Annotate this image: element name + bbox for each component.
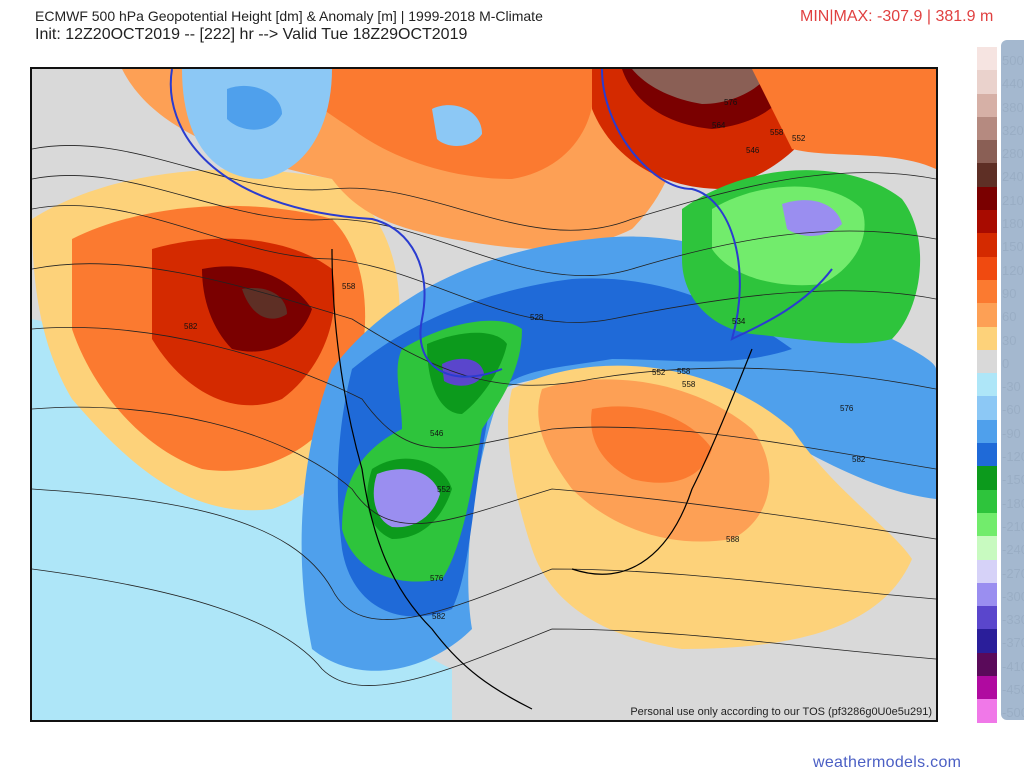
contour-label: 588 [726, 535, 740, 544]
colorbar-swatch: 90 [977, 279, 1016, 304]
colorbar-swatch: -150 [977, 466, 1024, 490]
contour-label: 552 [792, 134, 806, 143]
colorbar-swatch: 240 [977, 163, 1024, 187]
colorbar-swatch: -500 [977, 699, 1024, 723]
colorbar-swatch: -30 [977, 373, 1021, 397]
colorbar-swatch: -210 [977, 512, 1024, 537]
colorbar-swatch: -270 [977, 559, 1024, 583]
contour-label: 582 [432, 612, 446, 621]
contour-label: 558 [677, 367, 691, 376]
contour-label: 582 [852, 455, 866, 464]
coastline [331, 248, 533, 710]
colorbar-swatch: -300 [977, 582, 1024, 607]
colorbar-swatch: 380 [977, 93, 1024, 117]
colorbar-swatch: 0 [977, 349, 1009, 374]
min-max-readout: MIN|MAX: -307.9 | 381.9 m [800, 8, 994, 25]
contour-label: 582 [184, 322, 198, 331]
colorbar-swatch: -450 [977, 676, 1024, 700]
contour-label: 552 [652, 368, 666, 377]
contour-label: 564 [712, 121, 726, 130]
colorbar-swatch: -180 [977, 489, 1024, 513]
highlight-contour [169, 69, 503, 378]
init-valid-line: Init: 12Z20OCT2019 -- [222] hr --> Valid… [35, 26, 468, 43]
colorbar-swatch: -240 [977, 536, 1024, 560]
colorbar-swatch: 180 [977, 210, 1024, 234]
contour-label: 552 [437, 485, 451, 494]
anomaly-map[interactable]: 576 564 558 552 546 558 582 528 534 552 … [30, 67, 938, 722]
side-panel-tab[interactable] [1001, 40, 1024, 720]
contour-labels: 576 564 558 552 546 558 582 528 534 552 … [184, 98, 866, 621]
map-canvas: 576 564 558 552 546 558 582 528 534 552 … [32, 69, 936, 720]
chart-title: ECMWF 500 hPa Geopotential Height [dm] &… [35, 8, 543, 24]
colorbar-swatch: -370 [977, 629, 1024, 653]
colorbar-swatch: 210 [977, 186, 1024, 211]
contour-label: 528 [530, 313, 544, 322]
contour-label: 558 [682, 380, 696, 389]
contour-label: 576 [840, 404, 854, 413]
contour-label: 558 [770, 128, 784, 137]
colorbar-swatch: 150 [977, 233, 1024, 257]
tos-notice: Personal use only according to our TOS (… [630, 706, 932, 718]
colorbar-swatch: 120 [977, 256, 1024, 280]
colorbar-swatch: 440 [977, 70, 1024, 94]
colorbar-swatch: 280 [977, 140, 1024, 164]
contour-label: 534 [732, 317, 746, 326]
height-contours [32, 145, 936, 686]
colorbar-swatch: -120 [977, 443, 1024, 467]
colorbar-swatch: -90 [977, 419, 1021, 444]
contour-label: 576 [724, 98, 738, 107]
contour-label: 546 [430, 429, 444, 438]
colorbar-swatch: 60 [977, 303, 1016, 327]
colorbar-swatch: -60 [977, 396, 1021, 420]
colorbar-swatch: 500 [977, 47, 1024, 71]
contour-label: 576 [430, 574, 444, 583]
colorbar-swatch: -330 [977, 606, 1024, 630]
contour-label: 546 [746, 146, 760, 155]
colorbar-swatch: -410 [977, 652, 1024, 677]
contour-label: 558 [342, 282, 356, 291]
colorbar-swatch: 320 [977, 116, 1024, 141]
colorbar-swatch: 30 [977, 326, 1016, 350]
brand-link[interactable]: weathermodels.com [813, 754, 962, 771]
